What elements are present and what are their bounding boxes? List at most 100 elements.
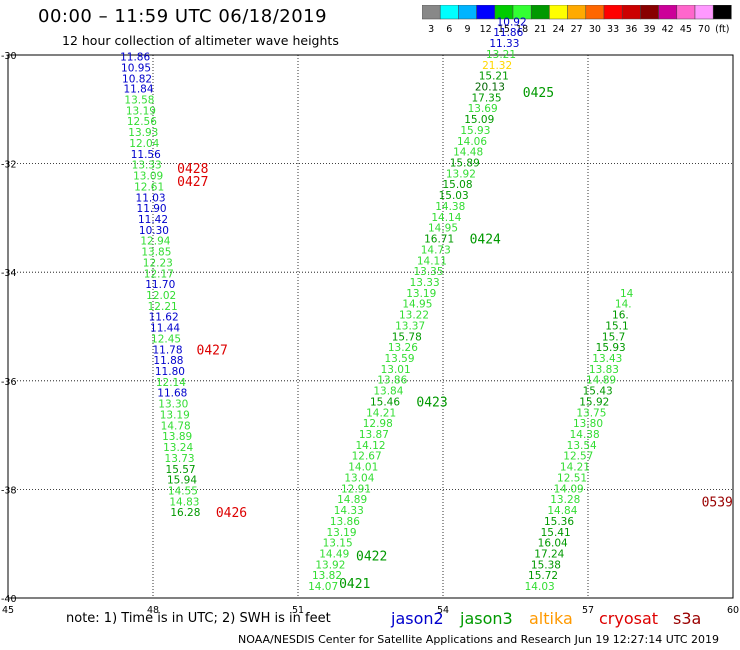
swh-value: 15.94	[167, 475, 197, 487]
swh-value: 10.95	[121, 62, 151, 74]
swh-value: 12.23	[143, 257, 173, 269]
color-scale-label: 36	[625, 24, 637, 35]
swh-value: 11.68	[157, 388, 187, 400]
pass-time-label: 0423	[416, 395, 447, 410]
legend-altika: altika	[529, 609, 573, 628]
axis-tick-labels: 45 48 51 54 57 60 -30 -32 -34 -36 -38 -40	[1, 51, 739, 616]
legend-jason2: jason2	[391, 609, 444, 628]
legend-cryosat: cryosat	[599, 609, 659, 628]
swh-value: 11.03	[136, 192, 166, 204]
color-scale-label: (ft)	[715, 24, 729, 35]
pass-time-label: 0422	[356, 550, 387, 565]
swh-value: 14.09	[554, 483, 584, 495]
swh-value: 14.07	[308, 581, 338, 593]
swh-value: 13.09	[133, 171, 163, 183]
x-tick-label: 54	[437, 605, 449, 616]
chart-subtitle: 12 hour collection of altimeter wave hei…	[62, 33, 339, 48]
y-tick-label: -30	[1, 51, 17, 62]
swh-value: 14.01	[348, 462, 378, 474]
swh-value: 11.33	[489, 38, 519, 50]
swh-value: 13.83	[589, 364, 619, 376]
swh-value: 16.04	[538, 538, 568, 550]
swh-value: 14.38	[570, 429, 600, 441]
swh-value: 14.21	[366, 407, 396, 419]
swh-value: 11.78	[152, 344, 182, 356]
swh-value: 13.69	[468, 103, 498, 115]
swh-value: 12.57	[563, 451, 593, 463]
swh-value: 13.43	[592, 353, 622, 365]
swh-value: 14.38	[435, 201, 465, 213]
pass-time-label: 0425	[523, 86, 554, 101]
swh-value: 17.24	[534, 548, 564, 560]
swh-value: 15.09	[464, 114, 494, 126]
color-scale-label: 6	[446, 24, 452, 35]
swh-value: 14.06	[457, 136, 487, 148]
swh-value: 13.59	[384, 353, 414, 365]
swh-value: 14.95	[402, 299, 432, 311]
legend-jason3: jason3	[460, 609, 513, 628]
color-scale-label: 30	[589, 24, 601, 35]
swh-value: 14.73	[421, 244, 451, 256]
y-tick-label: -34	[1, 268, 17, 279]
swh-value: 14.48	[453, 147, 483, 159]
swh-value: 12.91	[341, 483, 371, 495]
swh-value: 11.42	[138, 214, 168, 226]
credit-line: NOAA/NESDIS Center for Satellite Applica…	[238, 633, 720, 646]
x-tick-label: 57	[582, 605, 594, 616]
swh-value: 15.38	[531, 559, 561, 571]
swh-value: 14.	[615, 299, 632, 311]
swh-value: 15.89	[450, 158, 480, 170]
swh-value: 14.95	[428, 223, 458, 235]
swh-value: 17.35	[471, 92, 501, 104]
footnote: note: 1) Time is in UTC; 2) SWH is in fe…	[66, 611, 331, 626]
swh-value: 16.	[612, 310, 629, 322]
swh-value: 13.92	[446, 168, 476, 180]
swh-value: 13.75	[576, 407, 606, 419]
swh-value: 13.92	[315, 559, 345, 571]
color-scale-label: 42	[662, 24, 674, 35]
pass-time-label: 0426	[216, 506, 247, 521]
y-tick-label: -38	[1, 485, 17, 496]
swh-value: 20.13	[475, 81, 505, 93]
swh-value: 13.84	[373, 386, 403, 398]
swh-value: 13.22	[399, 310, 429, 322]
swh-value: 15.7	[602, 331, 625, 343]
swh-value: 15.46	[370, 396, 400, 408]
swh-value: 11.62	[149, 312, 179, 324]
x-tick-label: 45	[2, 605, 14, 616]
swh-value: 14.21	[560, 462, 590, 474]
swh-value: 15.57	[166, 464, 196, 476]
data-points: 11.8610.9510.8211.8413.5813.1912.5613.93…	[120, 16, 634, 593]
y-tick-label: -36	[1, 377, 17, 388]
swh-value: 13.54	[567, 440, 597, 452]
swh-value: 14	[620, 288, 634, 300]
swh-value: 15.92	[579, 396, 609, 408]
swh-value: 15.72	[528, 570, 558, 582]
swh-value: 10.82	[122, 73, 152, 85]
swh-value: 12.21	[148, 301, 178, 313]
swh-value: 12.61	[134, 181, 164, 193]
swh-value: 14.89	[586, 375, 616, 387]
x-tick-label: 60	[727, 605, 739, 616]
y-tick-label: -40	[1, 594, 17, 605]
swh-value: 15.08	[442, 179, 472, 191]
grid-lines	[7, 54, 734, 599]
swh-value: 13.73	[165, 453, 195, 465]
swh-value: 14.49	[319, 548, 349, 560]
pass-time-label: 0427	[177, 175, 208, 190]
chart-title: 00:00 – 11:59 UTC 06/18/2019	[38, 6, 328, 27]
swh-value: 15.36	[544, 516, 574, 528]
swh-value: 13.19	[326, 527, 356, 539]
color-scale-label: 15	[498, 24, 510, 35]
swh-value: 14.12	[355, 440, 385, 452]
swh-value: 14.55	[168, 485, 198, 497]
swh-value: 15.93	[596, 342, 626, 354]
swh-value: 13.26	[388, 342, 418, 354]
swh-value: 16.71	[424, 234, 454, 246]
color-scale-label: 3	[428, 24, 434, 35]
swh-value: 12.45	[151, 333, 181, 345]
swh-value: 12.67	[352, 451, 382, 463]
swh-value: 13.01	[381, 364, 411, 376]
swh-value: 13.15	[323, 538, 353, 550]
